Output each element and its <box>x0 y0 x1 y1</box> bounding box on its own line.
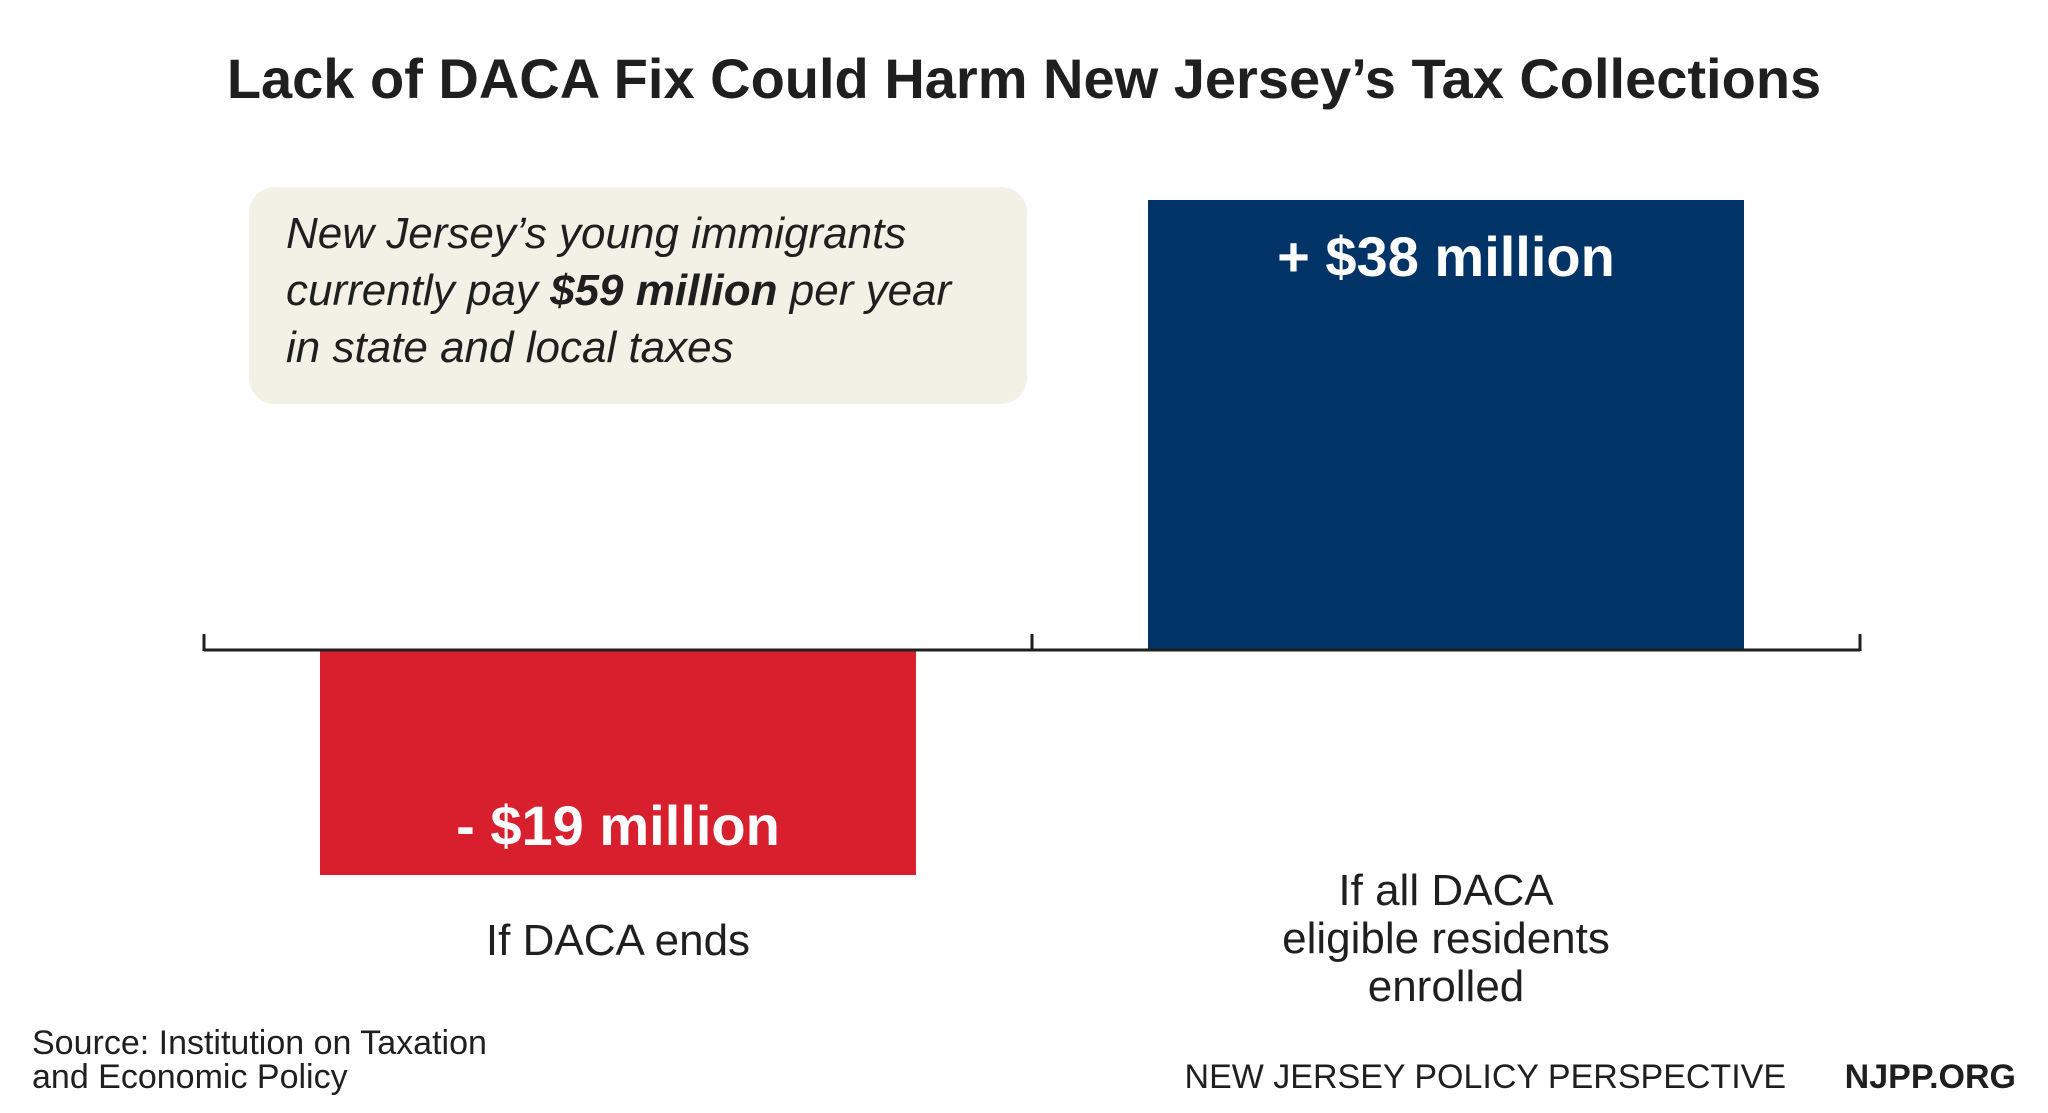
callout-line-3: in state and local taxes <box>286 323 734 372</box>
org-name: NEW JERSEY POLICY PERSPECTIVE <box>1185 1058 1786 1096</box>
callout-background <box>249 187 1027 404</box>
category-labels: If DACA ends If all DACA eligible resident… <box>486 866 1610 1011</box>
category-label-1: If DACA ends <box>486 916 750 965</box>
callout-box: New Jersey’s young immigrants currently … <box>249 187 1027 404</box>
callout-line-1: New Jersey’s young immigrants <box>286 209 906 258</box>
bar-value-label-2: + $38 million <box>1277 225 1615 288</box>
source-line-1: Source: Institution on Taxation <box>32 1024 487 1062</box>
callout-amount: $59 million <box>549 266 777 315</box>
org-url: NJPP.ORG <box>1845 1058 2016 1096</box>
bar-1 <box>320 650 916 875</box>
callout-line-2-post: per year <box>788 266 954 315</box>
bar-value-label-1: - $19 million <box>456 794 780 857</box>
source-line-2: and Economic Policy <box>32 1058 348 1096</box>
callout-line-2-pre: currently pay <box>286 266 550 315</box>
bars-layer: - $19 million + $38 million <box>320 200 1744 875</box>
category-label-2: If all DACA eligible residents enrolled <box>1282 866 1610 1011</box>
chart-title: Lack of DACA Fix Could Harm New Jersey’s… <box>227 47 1821 110</box>
callout-line-2: currently pay $59 million per year <box>286 266 954 315</box>
zero-axis <box>202 634 1862 652</box>
bar-2 <box>1148 200 1744 650</box>
